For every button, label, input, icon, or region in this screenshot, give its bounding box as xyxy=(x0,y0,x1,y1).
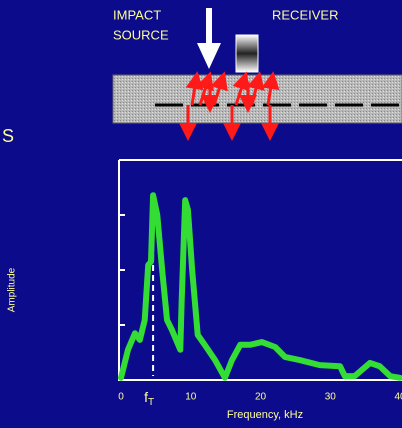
x-tick-label: 40 xyxy=(394,392,402,403)
label-source: SOURCE xyxy=(113,27,169,42)
x-tick-label: 20 xyxy=(255,392,267,403)
x-axis-label: Frequency, kHz xyxy=(227,409,303,421)
x-tick-label: 30 xyxy=(325,392,337,403)
label-receiver: RECEIVER xyxy=(272,7,338,22)
slide: IMPACT SOURCE RECEIVER S Amplitude Frequ… xyxy=(0,0,402,428)
impact-arrow xyxy=(197,8,221,69)
x-tick-label: 10 xyxy=(185,392,197,403)
series-line xyxy=(121,195,400,378)
marker-label-sub: T xyxy=(148,397,154,408)
x-tick-label: 0 xyxy=(118,392,124,403)
label-impact: IMPACT xyxy=(113,7,161,22)
cut-text: S xyxy=(2,126,14,146)
marker-label: fT xyxy=(144,389,154,408)
receiver xyxy=(236,35,258,72)
y-axis-label: Amplitude xyxy=(7,267,18,312)
